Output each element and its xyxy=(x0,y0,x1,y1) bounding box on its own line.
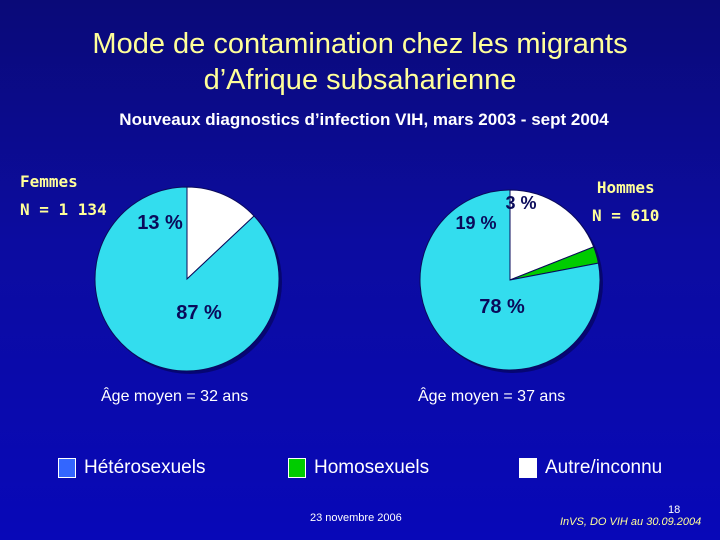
men-label: Hommes xyxy=(596,178,655,197)
legend-item-other: Autre/inconnu xyxy=(519,456,662,480)
women-slice-heterosexual xyxy=(94,186,280,372)
footer-source: InVS, DO VIH au 30.09.2004 xyxy=(560,516,702,528)
women-count: N = 1 134 xyxy=(20,200,107,219)
women-label: Femmes xyxy=(20,172,78,191)
women-label-other: 13 % xyxy=(137,212,183,234)
legend-swatch-heterosexual xyxy=(58,458,76,478)
legend-label-homosexual: Homosexuels xyxy=(314,457,430,478)
men-group-label: Hommes N = 610 xyxy=(592,174,659,230)
page-number: 18 xyxy=(668,504,681,516)
men-slice-other xyxy=(509,189,595,281)
slide-subtitle: Nouveaux diagnostics d’infection VIH, ma… xyxy=(119,110,609,129)
men-count: N = 610 xyxy=(592,206,660,225)
women-slice-other xyxy=(186,186,255,281)
title-line-1: Mode de contamination chez les migrants xyxy=(92,28,628,60)
legend-label-other: Autre/inconnu xyxy=(545,457,663,478)
legend-item-homosexual: Homosexuels xyxy=(288,456,429,480)
slide-title: Mode de contamination chez les migrants … xyxy=(0,26,720,98)
legend-swatch-other xyxy=(519,458,537,478)
women-label-heterosexual: 87 % xyxy=(176,302,222,324)
legend-swatch-homosexual xyxy=(288,458,306,478)
legend-item-heterosexual: Hétérosexuels xyxy=(58,456,205,480)
men-label-homosexual: 3 % xyxy=(505,193,536,213)
men-mean-age: Âge moyen = 37 ans xyxy=(418,388,566,405)
women-group-label: Femmes N = 1 134 xyxy=(20,168,107,224)
title-line-2: d’Afrique subsaharienne xyxy=(203,64,517,96)
women-pie: 87 % 13 % xyxy=(94,186,282,374)
men-slice-heterosexual xyxy=(419,189,601,371)
men-pie: 78 % 3 % 19 % xyxy=(419,189,603,373)
men-label-other: 19 % xyxy=(455,213,496,233)
women-mean-age: Âge moyen = 32 ans xyxy=(101,388,249,405)
footer-date: 23 novembre 2006 xyxy=(310,512,402,524)
legend-label-heterosexual: Hétérosexuels xyxy=(84,457,206,478)
men-label-heterosexual: 78 % xyxy=(479,296,525,318)
